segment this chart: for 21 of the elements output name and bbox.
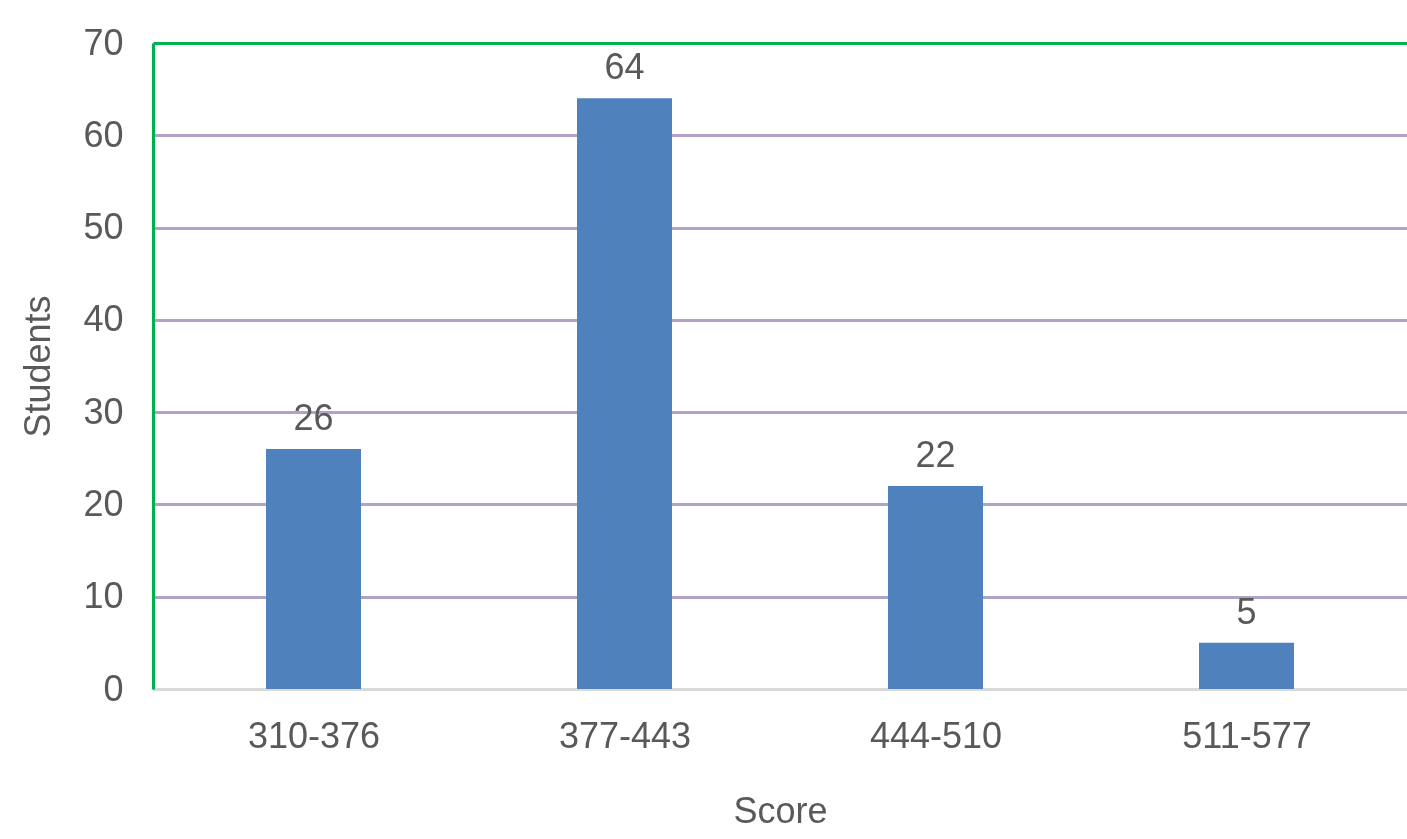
y-tick-label: 10 bbox=[83, 575, 124, 617]
data-label: 22 bbox=[915, 433, 956, 475]
bar bbox=[266, 449, 361, 689]
y-tick-label: 50 bbox=[83, 206, 124, 248]
y-tick-label: 30 bbox=[83, 390, 124, 432]
x-tick-label: 310-376 bbox=[247, 714, 381, 756]
y-tick-label: 40 bbox=[83, 298, 124, 340]
x-tick-label: 444-510 bbox=[869, 714, 1003, 756]
bar bbox=[1199, 642, 1294, 689]
y-tick-label: 60 bbox=[83, 113, 124, 155]
data-label: 64 bbox=[604, 46, 645, 88]
x-tick-label: 511-577 bbox=[1182, 714, 1312, 756]
y-tick-label: 70 bbox=[83, 21, 124, 63]
bar bbox=[888, 485, 983, 689]
data-label: 5 bbox=[1236, 590, 1257, 632]
x-tick-label: 377-443 bbox=[558, 714, 692, 756]
y-tick-label: 20 bbox=[83, 482, 124, 524]
x-axis-title: Score bbox=[733, 789, 828, 831]
y-axis-title: Students bbox=[17, 295, 59, 438]
bar bbox=[577, 98, 672, 689]
y-tick-label: 0 bbox=[103, 667, 124, 709]
